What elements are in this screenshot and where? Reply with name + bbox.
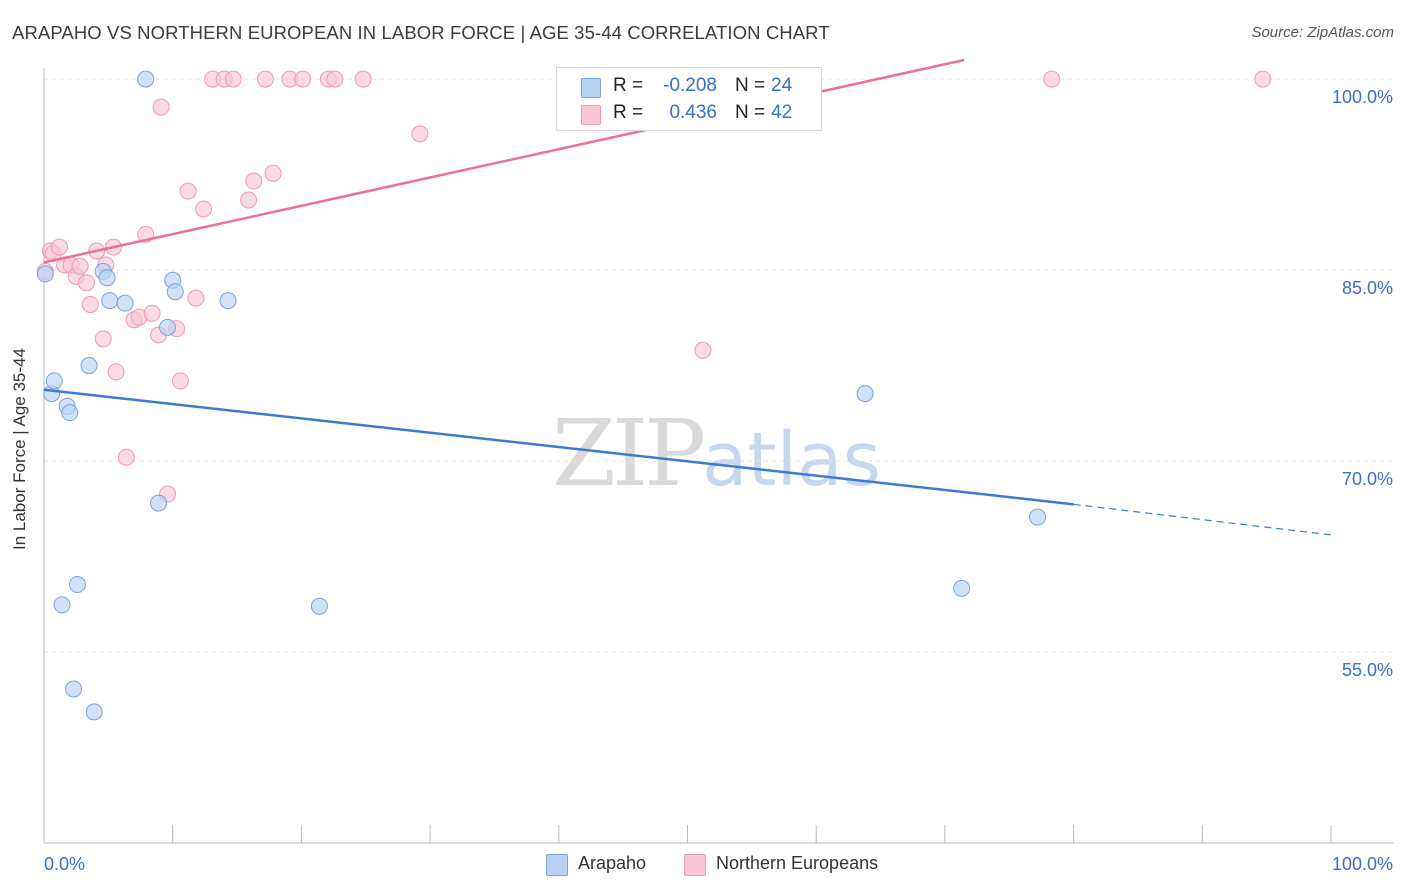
watermark-zip: ZIP <box>552 400 706 507</box>
stats-row-northern: R = 0.436 N = 42 <box>557 101 821 129</box>
northern-r-value: 0.436 <box>669 102 717 123</box>
y-tick-label: 70.0% <box>1342 469 1393 489</box>
northern-n-value: 42 <box>771 102 793 123</box>
arapaho-point <box>61 404 79 422</box>
northern-point <box>107 363 125 381</box>
northern-point <box>171 372 189 390</box>
watermark: ZIPatlas <box>552 400 881 507</box>
northern-point <box>354 70 372 88</box>
arapaho-point <box>36 265 54 283</box>
northern-swatch-icon <box>581 105 601 125</box>
northern-point <box>117 448 135 466</box>
legend-northern-swatch-icon <box>684 854 706 876</box>
y-tick-label: 85.0% <box>1342 278 1393 298</box>
arapaho-r-value: -0.208 <box>663 75 717 96</box>
arapaho-point <box>85 703 103 721</box>
x-tick-label: 100.0% <box>1332 854 1393 874</box>
y-tick-label: 100.0% <box>1332 87 1393 107</box>
y-tick-label: 55.0% <box>1342 660 1393 680</box>
arapaho-point <box>101 292 119 310</box>
northern-point <box>294 70 312 88</box>
northern-point <box>195 200 213 218</box>
arapaho-point <box>65 680 83 698</box>
arapaho-point <box>166 283 184 301</box>
northern-point <box>152 98 170 116</box>
arapaho-point <box>953 579 971 597</box>
northern-point <box>71 257 89 275</box>
arapaho-point <box>53 596 71 614</box>
northern-point <box>326 70 344 88</box>
arapaho-point <box>150 494 168 512</box>
arapaho-trend-line <box>43 388 1074 506</box>
arapaho-n-label: N = <box>735 75 766 96</box>
northern-point <box>143 304 161 322</box>
northern-point <box>50 238 68 256</box>
stats-row-arapaho: R = -0.208 N = 24 <box>557 74 821 102</box>
northern-point <box>224 70 242 88</box>
northern-point <box>94 330 112 348</box>
northern-point <box>1043 70 1061 88</box>
source-credit: Source: ZipAtlas.com <box>1251 24 1394 41</box>
legend-arapaho-label: Arapaho <box>578 853 647 873</box>
legend-northern-label: Northern Europeans <box>716 853 879 873</box>
northern-point <box>1254 70 1272 88</box>
arapaho-point <box>80 357 98 375</box>
arapaho-point <box>159 318 177 336</box>
y-axis-label: In Labor Force | Age 35-44 <box>10 348 29 550</box>
northern-point <box>77 274 95 292</box>
northern-point <box>264 164 282 182</box>
northern-point <box>179 182 197 200</box>
arapaho-r-label: R = <box>613 75 644 96</box>
northern-point <box>411 125 429 143</box>
watermark-atlas: atlas <box>702 417 881 503</box>
northern-point <box>256 70 274 88</box>
arapaho-point <box>856 385 874 403</box>
correlation-stats-box: R = -0.208 N = 24 R = 0.436 N = 42 <box>556 67 822 131</box>
northern-trend-line <box>43 58 965 264</box>
arapaho-trend-extension <box>1073 503 1332 536</box>
arapaho-point <box>137 70 155 88</box>
arapaho-point <box>68 576 86 594</box>
northern-point <box>81 295 99 313</box>
arapaho-point <box>310 597 328 615</box>
chart-title: ARAPAHO VS NORTHERN EUROPEAN IN LABOR FO… <box>12 22 830 43</box>
arapaho-swatch-icon <box>581 78 601 98</box>
x-tick-label: 0.0% <box>44 854 85 874</box>
legend-arapaho-swatch-icon <box>546 854 568 876</box>
northern-point <box>240 191 258 209</box>
northern-point <box>245 172 263 190</box>
northern-r-label: R = <box>613 102 644 123</box>
arapaho-point <box>98 269 116 287</box>
arapaho-point <box>45 372 63 390</box>
northern-point <box>187 289 205 307</box>
arapaho-point <box>219 292 237 310</box>
northern-n-label: N = <box>735 102 766 123</box>
northern-point <box>694 341 712 359</box>
arapaho-n-value: 24 <box>771 75 793 96</box>
arapaho-point <box>116 294 134 312</box>
chart-legend: Arapaho Northern Europeans <box>0 852 1406 878</box>
arapaho-point <box>1029 508 1047 526</box>
